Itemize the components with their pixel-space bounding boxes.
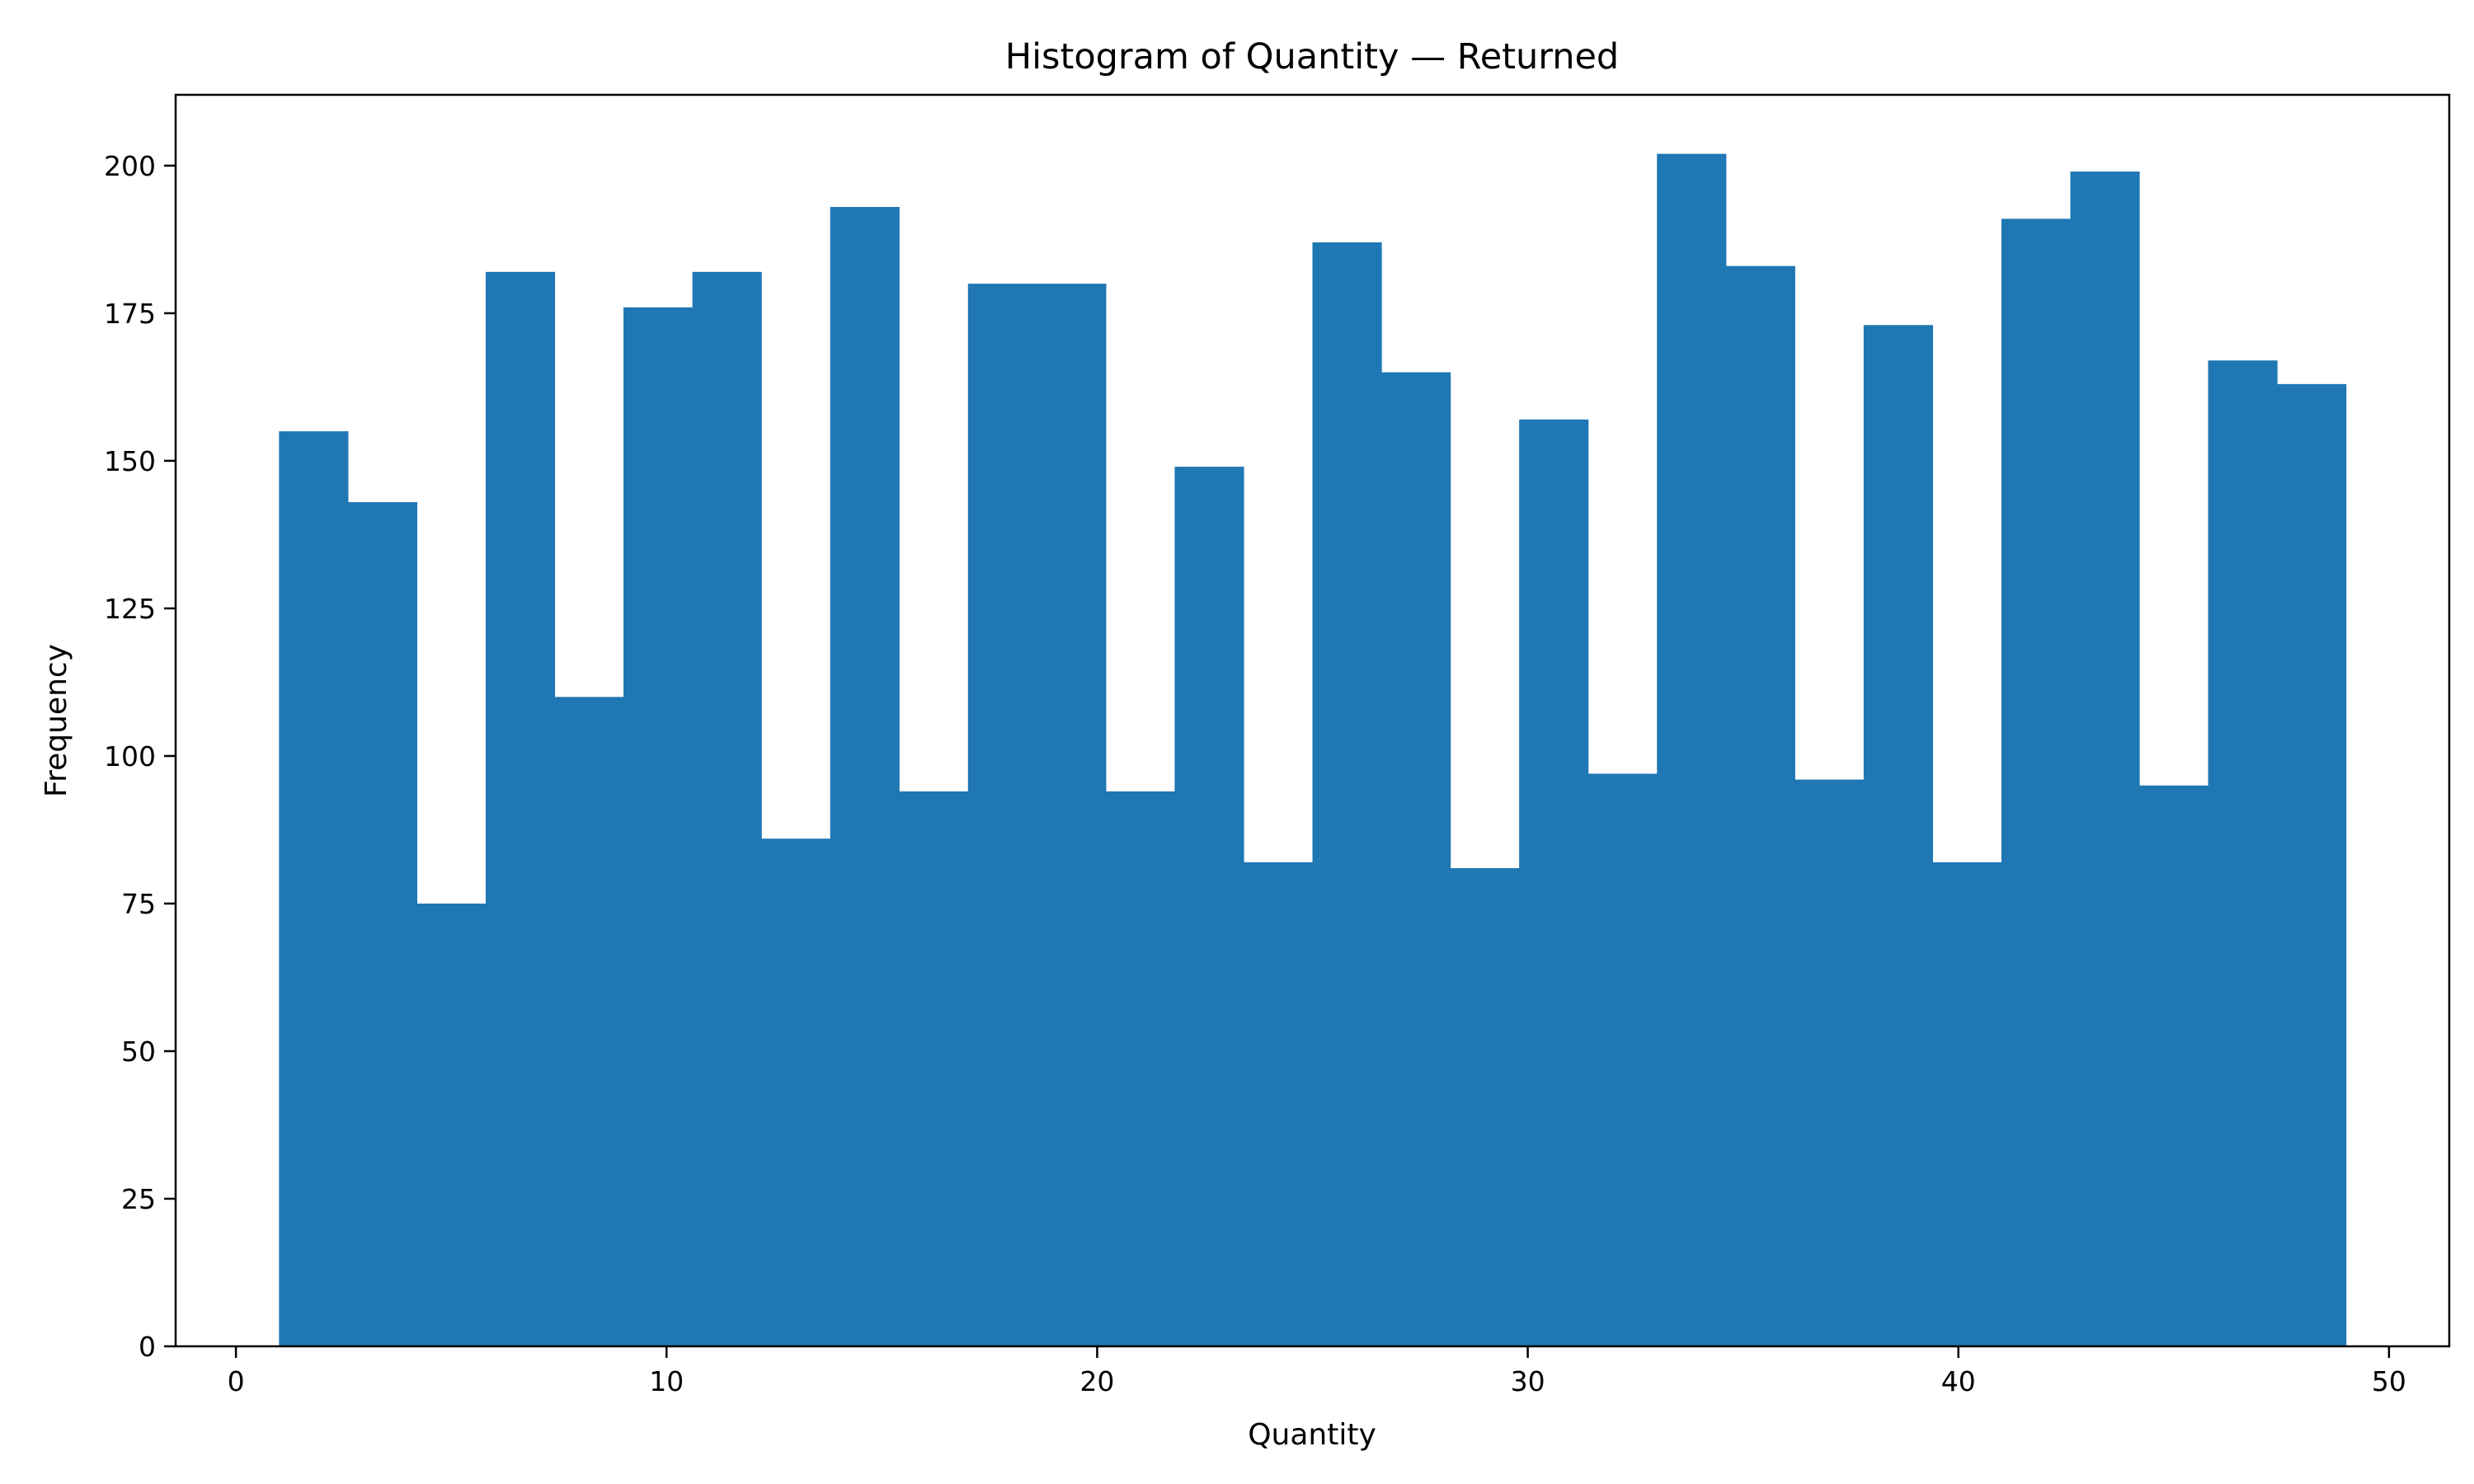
histogram-bar xyxy=(347,502,418,1346)
x-axis-label: Quantity xyxy=(1248,1418,1376,1452)
histogram-bar xyxy=(2208,360,2278,1346)
x-tick-label: 20 xyxy=(1079,1365,1114,1397)
histogram-bar xyxy=(416,903,487,1346)
histogram-bar xyxy=(692,271,762,1347)
histogram-bar xyxy=(1519,419,1589,1346)
histogram-bar xyxy=(830,207,900,1347)
histogram-bar xyxy=(967,284,1037,1346)
histogram-bar xyxy=(2277,383,2347,1346)
histogram-bar xyxy=(899,791,969,1346)
histogram-bar xyxy=(1312,242,1382,1347)
y-tick-label: 100 xyxy=(104,740,156,773)
y-tick-label: 50 xyxy=(121,1036,156,1068)
y-tick-label: 175 xyxy=(104,298,156,330)
y-tick-label: 75 xyxy=(121,888,156,920)
x-tick-label: 30 xyxy=(1511,1365,1545,1397)
histogram-bar xyxy=(2070,171,2140,1346)
plot-frame xyxy=(174,93,2451,1348)
histogram-bar xyxy=(1450,868,1520,1346)
chart-title: Histogram of Quantity — Returned xyxy=(1005,36,1619,77)
histogram-bar xyxy=(554,697,624,1346)
x-tick-label: 0 xyxy=(228,1365,245,1397)
histogram-bar xyxy=(485,271,556,1347)
histogram-bar xyxy=(2001,218,2072,1346)
y-axis-label: Frequency xyxy=(40,644,73,797)
histogram-bar xyxy=(1725,265,1795,1347)
histogram-bar xyxy=(1932,862,2002,1346)
histogram-bar xyxy=(623,307,694,1347)
histogram-bar xyxy=(1105,791,1176,1346)
y-tick-label: 25 xyxy=(121,1183,156,1215)
histogram-bar xyxy=(279,431,349,1346)
histogram-bar xyxy=(761,838,831,1346)
histogram-bar xyxy=(1243,862,1314,1346)
histogram-bar xyxy=(1794,779,1865,1346)
histogram-bar xyxy=(1381,372,1451,1347)
x-tick-label: 10 xyxy=(649,1365,684,1397)
histogram-bar xyxy=(1037,284,1107,1346)
histogram-bar xyxy=(2139,785,2209,1346)
histogram-bar xyxy=(1657,153,1727,1347)
y-tick-label: 200 xyxy=(104,150,156,182)
y-axis-ticks: 0 25 50 75 100 125 150 175 200 xyxy=(104,150,176,1363)
histogram-bar xyxy=(1174,467,1244,1346)
x-tick-label: 40 xyxy=(1941,1365,1976,1397)
x-axis-ticks: 0 10 20 30 40 50 xyxy=(228,1346,2406,1397)
histogram-bars xyxy=(279,153,2347,1347)
y-tick-label: 0 xyxy=(139,1331,156,1363)
x-tick-label: 50 xyxy=(2372,1365,2406,1397)
histogram-bar xyxy=(1863,325,1934,1346)
y-tick-label: 150 xyxy=(104,445,156,477)
histogram-bar xyxy=(1587,773,1658,1346)
y-tick-label: 125 xyxy=(104,593,156,625)
